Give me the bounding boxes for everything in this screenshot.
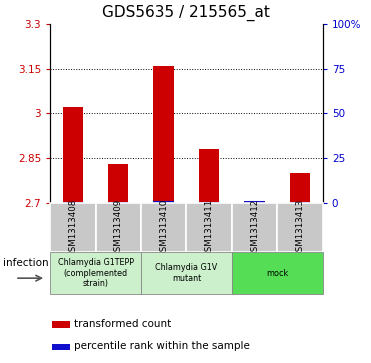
Bar bbox=[244, 201, 265, 203]
Bar bbox=[63, 107, 83, 203]
Text: GSM1313412: GSM1313412 bbox=[250, 199, 259, 257]
Text: percentile rank within the sample: percentile rank within the sample bbox=[75, 341, 250, 351]
Bar bbox=[52, 321, 70, 328]
Bar bbox=[187, 203, 232, 252]
Bar bbox=[141, 252, 232, 294]
Text: transformed count: transformed count bbox=[75, 319, 172, 329]
Text: Chlamydia G1V
mutant: Chlamydia G1V mutant bbox=[155, 264, 217, 283]
Bar bbox=[63, 202, 83, 203]
Bar bbox=[141, 203, 187, 252]
Bar bbox=[52, 343, 70, 350]
Bar bbox=[108, 164, 128, 203]
Bar bbox=[199, 202, 219, 203]
Bar bbox=[154, 201, 174, 203]
Bar bbox=[232, 203, 278, 252]
Bar bbox=[50, 203, 96, 252]
Text: infection: infection bbox=[3, 258, 48, 268]
Text: GSM1313410: GSM1313410 bbox=[159, 199, 168, 257]
Bar bbox=[199, 149, 219, 203]
Text: mock: mock bbox=[266, 269, 288, 278]
Text: GSM1313409: GSM1313409 bbox=[114, 199, 123, 257]
Text: GSM1313413: GSM1313413 bbox=[296, 199, 305, 257]
Bar bbox=[96, 203, 141, 252]
Text: Chlamydia G1TEPP
(complemented
strain): Chlamydia G1TEPP (complemented strain) bbox=[58, 258, 134, 288]
Bar bbox=[278, 203, 323, 252]
Bar bbox=[290, 173, 310, 203]
Text: GSM1313411: GSM1313411 bbox=[205, 199, 214, 257]
Bar bbox=[50, 252, 141, 294]
Bar bbox=[232, 252, 323, 294]
Text: GSM1313408: GSM1313408 bbox=[68, 199, 77, 257]
Title: GDS5635 / 215565_at: GDS5635 / 215565_at bbox=[102, 5, 270, 21]
Bar bbox=[154, 65, 174, 203]
